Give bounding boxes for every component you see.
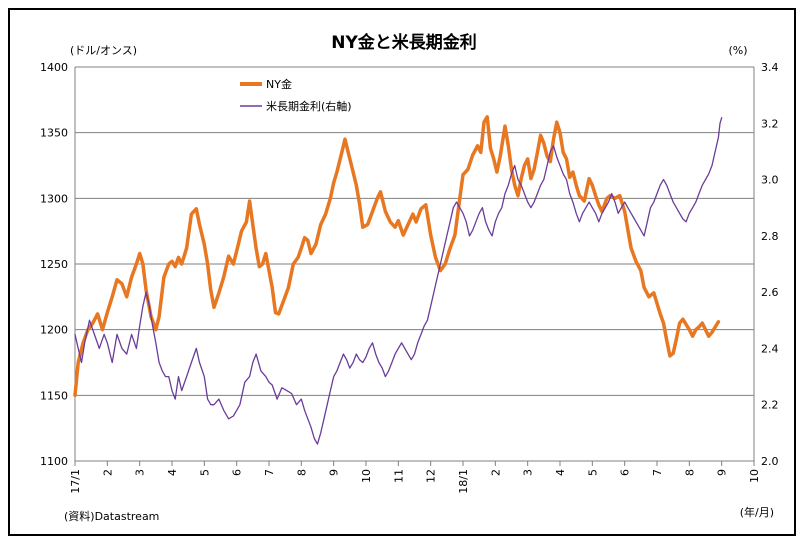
y-left-tick-label: 1400 [40, 61, 68, 74]
y-right-tick-label: 2.6 [761, 286, 779, 299]
y-left-axis: 1400 1350 1300 1250 1200 1150 1100 [40, 61, 68, 468]
series-line-gold [73, 115, 721, 398]
y-left-tick-label: 1250 [40, 258, 68, 271]
legend: NY金 米長期金利(右軸) [240, 77, 352, 113]
x-tick-label: 4 [166, 469, 179, 476]
x-tick-label: 2 [489, 469, 502, 476]
y-right-tick-label: 2.4 [761, 342, 779, 355]
x-unit: (年/月) [740, 505, 774, 519]
chart-frame [8, 8, 796, 536]
y-right-tick-label: 3.0 [761, 174, 779, 187]
x-tick-label: 7 [263, 469, 276, 476]
y-right-tick-label: 2.2 [761, 399, 779, 412]
x-tick-label: 17/1 [69, 469, 82, 494]
x-tick-label: 8 [295, 469, 308, 476]
y-right-axis: 3.4 3.2 3.0 2.8 2.6 2.4 2.2 2.0 [761, 61, 779, 468]
series-lines [73, 115, 723, 445]
y-right-tick-label: 3.2 [761, 117, 779, 130]
x-tick-label: 3 [522, 469, 535, 476]
x-tick-label: 11 [392, 469, 405, 483]
y-left-tick-label: 1150 [40, 389, 68, 402]
y-left-tick-label: 1100 [40, 455, 68, 468]
x-tick-label: 9 [716, 469, 729, 476]
x-tick-label: 6 [231, 469, 244, 476]
y-right-tick-label: 3.4 [761, 61, 779, 74]
y-left-tick-label: 1300 [40, 192, 68, 205]
y-left-unit: (ドル/オンス) [70, 44, 137, 57]
legend-label-gold: NY金 [266, 77, 292, 91]
x-tick-label: 4 [554, 469, 567, 476]
y-left-tick-label: 1350 [40, 127, 68, 140]
grid-lines [74, 66, 755, 462]
x-tick-label: 6 [619, 469, 632, 476]
x-tick-label: 9 [328, 469, 341, 476]
y-right-tick-label: 2.8 [761, 230, 779, 243]
x-tick-label: 10 [360, 469, 373, 483]
x-tick-label: 12 [425, 469, 438, 483]
x-tick-label: 8 [683, 469, 696, 476]
x-tick-label: 3 [134, 469, 147, 476]
x-tick-label: 5 [198, 469, 211, 476]
y-left-tick-label: 1200 [40, 324, 68, 337]
source-note: (資料)Datastream [64, 509, 159, 523]
series-line-yield [74, 117, 723, 445]
chart-title: NY金と米長期金利 [331, 32, 477, 53]
legend-label-yield: 米長期金利(右軸) [266, 99, 352, 113]
y-right-unit: (%) [728, 44, 747, 57]
x-axis: 17/1 2 3 4 5 6 7 8 9 10 11 12 18/1 2 3 4 5 6 7 8 9 10 [69, 461, 761, 494]
x-tick-label: 7 [651, 469, 664, 476]
x-tick-label: 10 [748, 469, 761, 483]
x-tick-label: 18/1 [457, 469, 470, 494]
x-tick-label: 5 [586, 469, 599, 476]
x-tick-label: 2 [101, 469, 114, 476]
y-right-tick-label: 2.0 [761, 455, 779, 468]
